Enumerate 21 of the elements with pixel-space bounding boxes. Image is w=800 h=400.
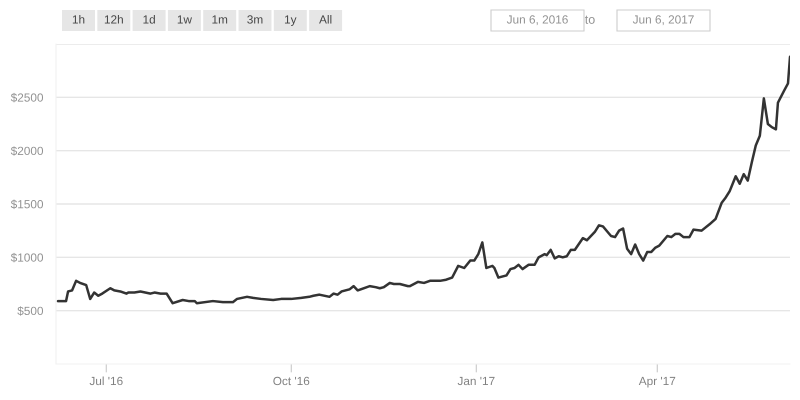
text: Jun 6, 2016 (506, 15, 568, 26)
x-tick-label: Jan '17 (458, 376, 495, 386)
y-tick-label: $500 (17, 306, 44, 316)
text: 1y (284, 15, 297, 26)
text: 3m (247, 15, 262, 24)
x-tick-label: Jul '16 (90, 376, 123, 386)
y-tick-label: $1500 (10, 200, 44, 210)
text: 1d (143, 15, 155, 24)
y-tick-label: $2000 (10, 146, 44, 156)
text: 12h (104, 15, 123, 24)
text: 1h (72, 15, 84, 24)
y-tick-label: $1000 (10, 252, 44, 262)
x-tick-label: Apr '17 (638, 376, 676, 388)
text: All (319, 15, 332, 24)
x-tick-label: Oct '16 (273, 376, 310, 386)
text: Jun 6, 2017 (632, 15, 694, 26)
line-series (56, 56, 790, 304)
text: 1m (212, 15, 228, 24)
text: to (584, 16, 595, 24)
y-tick-label: $2500 (10, 92, 44, 102)
text: 1w (178, 15, 192, 24)
